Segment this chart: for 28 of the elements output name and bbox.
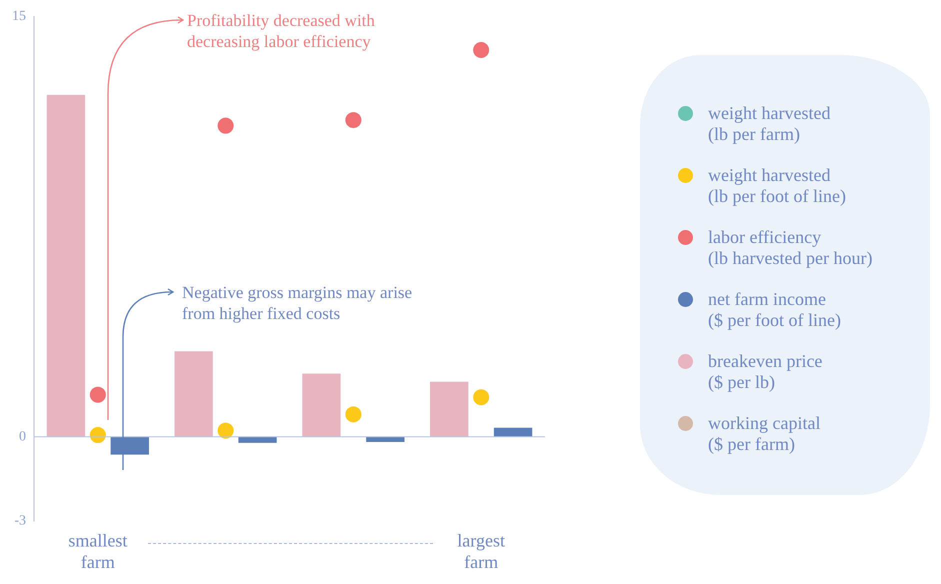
y-tick-label: 15 [12, 9, 26, 24]
point [90, 386, 106, 403]
annotation: Negative gross margins may arise from higher fixed costs [182, 282, 414, 324]
annotation: Profitability decreased with decreasing labor efficiency [187, 10, 376, 52]
bar [302, 374, 341, 437]
legend-label: net farm income ($ per foot of line) [708, 289, 841, 331]
y-tick-label: 0 [19, 429, 26, 444]
legend-label: weight harvested (lb per farm) [708, 103, 830, 145]
point [218, 118, 234, 134]
legend-label: working capital ($ per farm) [708, 413, 820, 455]
point [473, 42, 490, 58]
x-tick-label: smallest farm [68, 530, 128, 572]
point [345, 112, 362, 128]
point [90, 427, 106, 444]
legend-label: breakeven price ($ per lb) [708, 351, 822, 393]
bar [174, 351, 213, 437]
bar [110, 436, 149, 455]
bar [366, 436, 404, 442]
bar [238, 436, 277, 443]
legend-label: weight harvested (lb per foot of line) [708, 165, 846, 207]
y-tick-label: -3 [14, 513, 26, 528]
x-tick-label: largest farm [457, 530, 505, 572]
point [345, 406, 362, 422]
bar [46, 94, 86, 437]
point [473, 389, 490, 406]
bar [430, 382, 468, 437]
legend-label: labor efficiency (lb harvested per hour) [708, 227, 872, 269]
point [218, 422, 234, 439]
